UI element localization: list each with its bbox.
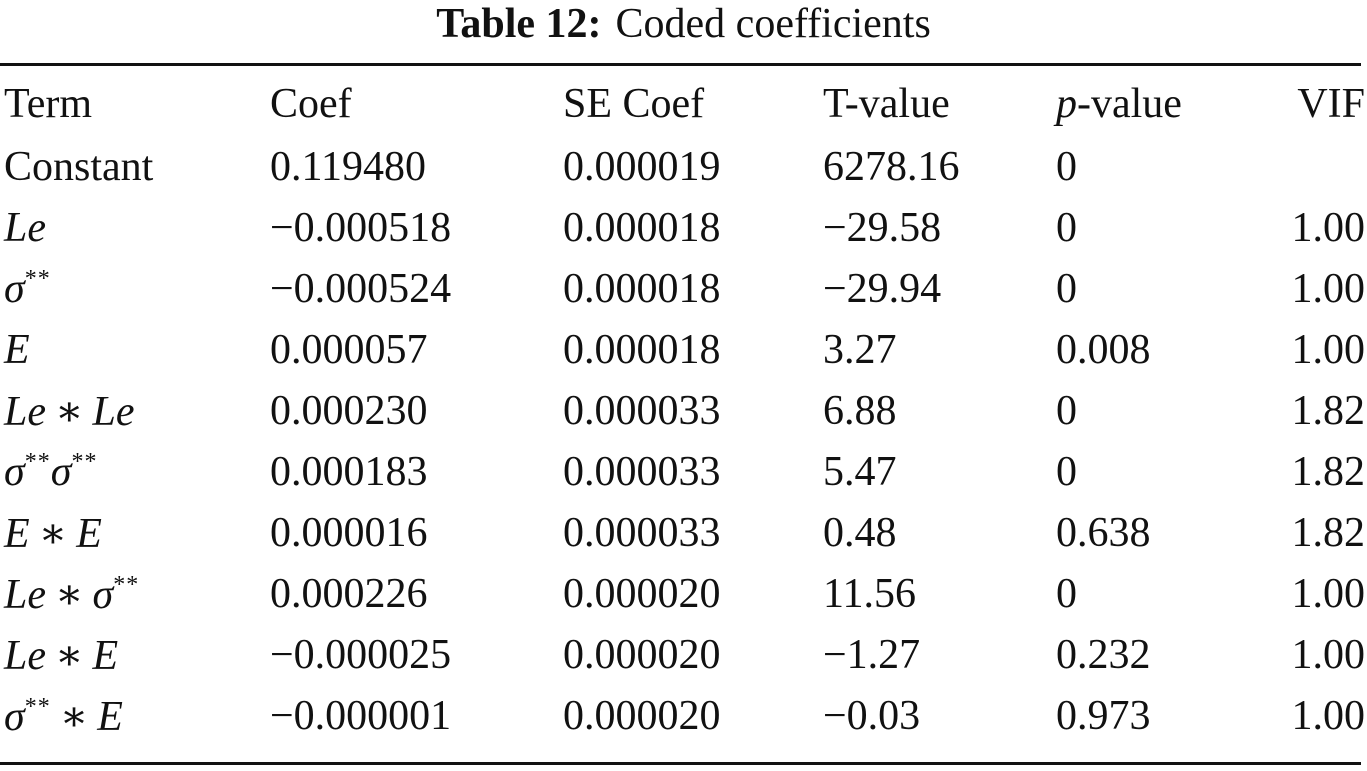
- t-value-cell: 3.27: [823, 326, 897, 373]
- se-coef-cell: 0.000018: [563, 326, 721, 373]
- p-value-cell: 0.973: [1056, 692, 1151, 739]
- table-top-rule: [0, 63, 1361, 66]
- t-value-cell: −29.58: [823, 204, 942, 251]
- se-coef-cell: 0.000020: [563, 631, 721, 678]
- p-value-cell: 0.008: [1056, 326, 1151, 373]
- term-cell: σ**: [4, 265, 51, 312]
- t-value-cell: 5.47: [823, 448, 897, 495]
- table-row: Constant 0.119480 0.000019 6278.16 0: [0, 136, 1367, 197]
- header-term: Term: [4, 81, 93, 127]
- term-cell: Le: [4, 204, 46, 251]
- term-cell: E: [4, 326, 30, 373]
- table-caption: Table 12: Coded coefficients: [0, 1, 1367, 47]
- p-value-cell: 0.638: [1056, 509, 1151, 556]
- t-value-cell: 6.88: [823, 387, 897, 434]
- table-row: E ∗ E 0.000016 0.000033 0.48 0.638 1.82: [0, 502, 1367, 563]
- t-value-cell: 6278.16: [823, 143, 960, 190]
- vif-cell: 1.00: [1291, 692, 1366, 739]
- se-coef-cell: 0.000019: [563, 143, 721, 190]
- p-value-cell: 0.232: [1056, 631, 1151, 678]
- t-value-cell: 11.56: [823, 570, 916, 617]
- term-cell: Le ∗ σ**: [4, 571, 140, 618]
- table-caption-title: Coded coefficients: [615, 1, 931, 47]
- header-se-coef: SE Coef: [563, 81, 705, 127]
- se-coef-cell: 0.000020: [563, 692, 721, 739]
- vif-cell: 1.00: [1291, 326, 1366, 373]
- coef-cell: 0.000057: [270, 326, 428, 373]
- vif-cell: 1.00: [1291, 570, 1366, 617]
- vif-cell: [1236, 136, 1367, 197]
- coef-cell: 0.119480: [270, 143, 426, 190]
- vif-cell: 1.82: [1291, 509, 1366, 556]
- table-row: E 0.000057 0.000018 3.27 0.008 1.00: [0, 319, 1367, 380]
- se-coef-cell: 0.000033: [563, 509, 721, 556]
- term-cell: σ** ∗ E: [4, 693, 123, 740]
- se-coef-cell: 0.000033: [563, 387, 721, 434]
- t-value-cell: −29.94: [823, 265, 942, 312]
- coef-cell: −0.000025: [270, 631, 452, 678]
- p-value-cell: 0: [1056, 570, 1077, 617]
- table-row: Le −0.000518 0.000018 −29.58 0 1.00: [0, 197, 1367, 258]
- vif-cell: 1.82: [1291, 387, 1366, 434]
- p-value-cell: 0: [1056, 143, 1077, 190]
- term-cell: σ**σ**: [4, 448, 98, 495]
- vif-cell: 1.82: [1291, 448, 1366, 495]
- se-coef-cell: 0.000018: [563, 204, 721, 251]
- p-value-cell: 0: [1056, 448, 1077, 495]
- coef-cell: 0.000016: [270, 509, 428, 556]
- vif-cell: 1.00: [1291, 265, 1366, 312]
- vif-cell: 1.00: [1291, 204, 1366, 251]
- table-body: Constant 0.119480 0.000019 6278.16 0 Le …: [0, 136, 1367, 746]
- se-coef-cell: 0.000018: [563, 265, 721, 312]
- table-row: σ** ∗ E −0.000001 0.000020 −0.03 0.973 1.0…: [0, 685, 1367, 746]
- coef-cell: 0.000226: [270, 570, 428, 617]
- coef-cell: 0.000230: [270, 387, 428, 434]
- header-p-value-italic: p: [1056, 81, 1077, 127]
- t-value-cell: 0.48: [823, 509, 897, 556]
- term-cell: Constant: [4, 143, 154, 190]
- table-row: Le ∗ σ** 0.000226 0.000020 11.56 0 1.00: [0, 563, 1367, 624]
- vif-cell: 1.00: [1291, 631, 1366, 678]
- header-p-value: p-value: [1056, 72, 1236, 136]
- p-value-cell: 0: [1056, 265, 1077, 312]
- se-coef-cell: 0.000033: [563, 448, 721, 495]
- term-cell: Le ∗ E: [4, 632, 119, 679]
- table-row: σ**σ** 0.000183 0.000033 5.47 0 1.82: [0, 441, 1367, 502]
- coef-cell: 0.000183: [270, 448, 428, 495]
- table-row: σ** −0.000524 0.000018 −29.94 0 1.00: [0, 258, 1367, 319]
- t-value-cell: −1.27: [823, 631, 921, 678]
- table-bottom-rule: [0, 762, 1361, 765]
- header-p-value-rest: -value: [1077, 81, 1182, 127]
- header-vif: VIF: [1297, 81, 1365, 127]
- term-cell: E ∗ E: [4, 510, 102, 557]
- p-value-cell: 0: [1056, 204, 1077, 251]
- table-row: Le ∗ Le 0.000230 0.000033 6.88 0 1.82: [0, 380, 1367, 441]
- coef-cell: −0.000524: [270, 265, 452, 312]
- header-coef: Coef: [270, 81, 352, 127]
- coef-cell: −0.000001: [270, 692, 452, 739]
- table-header-row: Term Coef SE Coef T-value p-value VIF: [0, 72, 1367, 136]
- t-value-cell: −0.03: [823, 692, 921, 739]
- coefficients-table: Term Coef SE Coef T-value p-value VIF Co…: [0, 72, 1367, 746]
- term-cell: Le ∗ Le: [4, 388, 135, 435]
- table-caption-label: Table 12:: [436, 1, 602, 47]
- p-value-cell: 0: [1056, 387, 1077, 434]
- header-t-value: T-value: [823, 81, 950, 127]
- coef-cell: −0.000518: [270, 204, 452, 251]
- se-coef-cell: 0.000020: [563, 570, 721, 617]
- table-row: Le ∗ E −0.000025 0.000020 −1.27 0.232 1.00: [0, 624, 1367, 685]
